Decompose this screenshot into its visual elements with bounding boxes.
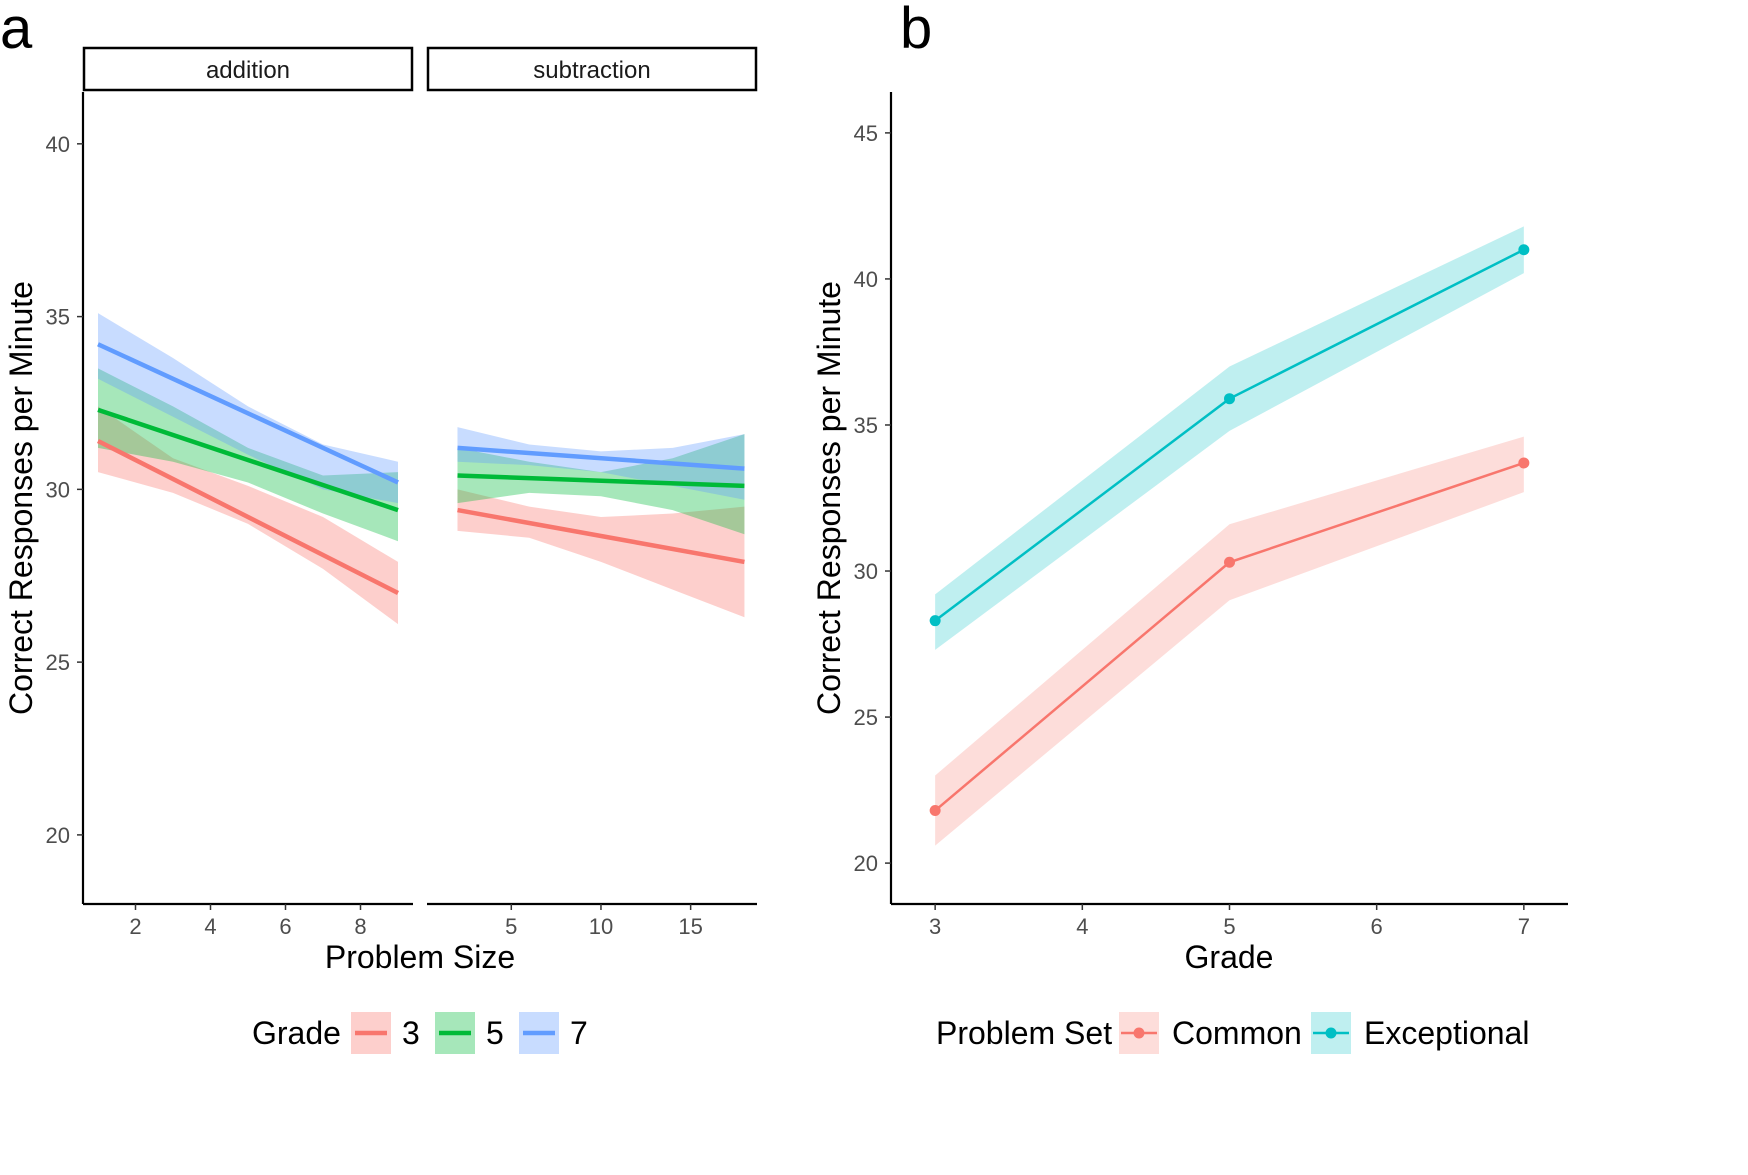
facet-x-tick-label: 8	[354, 914, 366, 939]
facet-x-tick-label: 4	[204, 914, 216, 939]
legend-key-point	[1325, 1027, 1337, 1039]
panel-b-legend: Problem Set Common Exceptional	[936, 1012, 1529, 1054]
panel-a-legend: Grade 3 5 7	[252, 1012, 588, 1054]
data-point-exceptional	[1518, 244, 1530, 256]
panel-b-y-axis-title: Correct Responses per Minute	[811, 281, 847, 715]
facet-strip-subtraction	[426, 46, 758, 92]
facet-x-tick-label: 15	[678, 914, 702, 939]
panel-b-letter: b	[900, 0, 932, 61]
trend-line-grade-5	[97, 407, 399, 513]
facet-strip-label: addition	[206, 57, 290, 84]
facet-strip-addition	[82, 46, 414, 92]
trend-line-grade-3	[457, 507, 745, 565]
legend-label: 7	[570, 1015, 588, 1051]
ci-band-grade-5	[98, 368, 398, 542]
panel-a-y-tick-label: 25	[46, 650, 70, 675]
ci-band-grade-5	[457, 434, 745, 535]
panel-b-x-axis-title: Grade	[1185, 939, 1274, 975]
trend-line-grade-7	[97, 342, 399, 485]
panel-b-y-tick-label: 25	[854, 705, 878, 730]
data-point-common	[929, 805, 941, 817]
data-point-common	[1518, 457, 1530, 469]
data-point-exceptional	[1224, 393, 1235, 405]
facet-x-tick-label: 6	[279, 914, 291, 939]
data-point-exceptional	[929, 615, 941, 627]
panel-a-y-tick-label: 20	[46, 823, 70, 848]
ci-band-exceptional	[935, 226, 1524, 650]
legend-title: Grade	[252, 1015, 341, 1051]
panel-b-x-tick-label: 3	[929, 914, 941, 939]
legend-key-point	[1133, 1027, 1145, 1039]
panel-b-x-tick-label: 6	[1371, 914, 1383, 939]
legend-label: Exceptional	[1364, 1015, 1529, 1051]
legend-label: 3	[402, 1015, 420, 1051]
panel-b-x-tick-label: 4	[1076, 914, 1088, 939]
facet-x-tick-label: 2	[129, 914, 141, 939]
data-point-common	[1224, 556, 1235, 568]
panel-b-y-tick-label: 35	[854, 413, 878, 438]
panel-b-y-tick-label: 30	[854, 559, 878, 584]
facet-x-tick-label: 10	[589, 914, 613, 939]
trend-line-grade-3	[96, 438, 400, 596]
panel-b-x-tick-label: 7	[1518, 914, 1530, 939]
facet-addition: addition 2 4 6 8	[82, 46, 414, 939]
ci-band-common	[935, 436, 1524, 846]
trend-line-grade-7	[457, 445, 745, 471]
panel-a-letter: a	[0, 0, 33, 61]
panel-a-y-tick-label: 35	[46, 305, 70, 330]
panel-a-x-axis-title: Problem Size	[325, 939, 515, 975]
ci-band-grade-7	[98, 313, 398, 504]
panel-b-y-tick-label: 40	[854, 267, 878, 292]
panel-b-x-tick-label: 5	[1223, 914, 1235, 939]
panel-a-y-tick-label: 40	[46, 132, 70, 157]
trend-line-grade-5	[457, 473, 745, 489]
facet-x-tick-label: 5	[505, 914, 517, 939]
panel-b-y-tick-label: 45	[854, 121, 878, 146]
facet-strip-label: subtraction	[533, 57, 650, 84]
legend-label: 5	[486, 1015, 504, 1051]
legend-title: Problem Set	[936, 1015, 1112, 1051]
facet-subtraction: subtraction 5 10 15	[426, 46, 758, 939]
legend-label: Common	[1172, 1015, 1302, 1051]
panel-b-y-tick-label: 20	[854, 851, 878, 876]
panel-a-y-tick-label: 30	[46, 477, 70, 502]
panel-a-y-axis-title: Correct Responses per Minute	[3, 281, 39, 715]
